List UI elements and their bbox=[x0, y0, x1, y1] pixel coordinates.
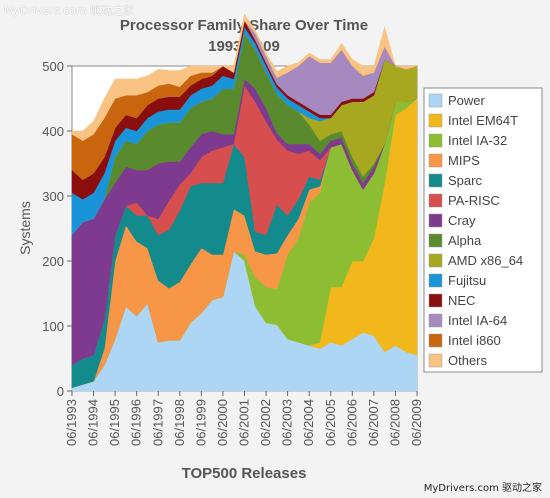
legend-swatch bbox=[428, 313, 443, 328]
legend-swatch bbox=[428, 353, 443, 368]
x-tick-label: 06/1998 bbox=[172, 399, 187, 446]
legend-swatch bbox=[428, 293, 443, 308]
legend-swatch bbox=[428, 333, 443, 348]
legend-label: Alpha bbox=[448, 233, 482, 248]
legend-label: Intel i860 bbox=[448, 333, 501, 348]
x-tick-label: 06/2006 bbox=[344, 399, 359, 446]
x-tick-label: 06/1996 bbox=[129, 399, 144, 446]
legend-swatch bbox=[428, 93, 443, 108]
x-tick-label: 06/2004 bbox=[301, 399, 316, 446]
watermark-bottom: MyDrivers.com 驱动之家 bbox=[423, 483, 542, 494]
x-tick-label: 06/2002 bbox=[258, 399, 273, 446]
y-tick-label: 400 bbox=[42, 124, 64, 139]
legend-swatch bbox=[428, 153, 443, 168]
x-tick-label: 06/2003 bbox=[280, 399, 295, 446]
legend-label: Sparc bbox=[448, 173, 482, 188]
x-tick-label: 06/1994 bbox=[86, 399, 101, 446]
x-tick-label: 06/2000 bbox=[215, 399, 230, 446]
x-tick-label: 06/1995 bbox=[107, 399, 122, 446]
legend-label: NEC bbox=[448, 293, 475, 308]
legend-label: Fujitsu bbox=[448, 273, 486, 288]
legend-label: Power bbox=[448, 93, 486, 108]
x-tick-label: 06/2009 bbox=[409, 399, 424, 446]
legend-box bbox=[423, 87, 543, 373]
x-axis-label: TOP500 Releases bbox=[182, 465, 307, 482]
legend-swatch bbox=[428, 213, 443, 228]
x-tick-label: 06/1993 bbox=[64, 399, 79, 446]
x-tick-label: 06/2007 bbox=[366, 399, 381, 446]
legend-swatch bbox=[428, 273, 443, 288]
x-tick-label: 06/1997 bbox=[150, 399, 165, 446]
legend-label: MIPS bbox=[448, 153, 480, 168]
x-tick-label: 06/2001 bbox=[237, 399, 252, 446]
x-tick-label: 06/2008 bbox=[387, 399, 402, 446]
x-tick-label: 06/2005 bbox=[323, 399, 338, 446]
legend-label: Others bbox=[448, 353, 488, 368]
x-axis: 06/1993 06/1994 06/1995 06/1996 06/1997 06/19… bbox=[64, 391, 424, 446]
y-axis: 0 100 200 300 400 500 bbox=[42, 59, 72, 399]
legend-swatch bbox=[428, 113, 443, 128]
legend-label: Cray bbox=[448, 213, 476, 228]
legend-swatch bbox=[428, 253, 443, 268]
y-tick-label: 100 bbox=[42, 319, 64, 334]
area-others bbox=[71, 13, 418, 142]
watermark-top: MyDrivers.com 驱动之家 bbox=[4, 4, 135, 17]
y-tick-label: 500 bbox=[42, 59, 64, 74]
y-tick-label: 0 bbox=[57, 384, 64, 399]
y-tick-label: 300 bbox=[42, 189, 64, 204]
legend: Power Intel EM64T Intel IA-32 MIPS Sparc PA-R… bbox=[428, 93, 523, 368]
legend-swatch bbox=[428, 233, 443, 248]
legend-swatch bbox=[428, 193, 443, 208]
legend-label: Intel IA-64 bbox=[448, 313, 507, 328]
legend-label: PA-RISC bbox=[448, 193, 500, 208]
legend-label: Intel IA-32 bbox=[448, 133, 507, 148]
legend-label: Intel EM64T bbox=[448, 113, 518, 128]
y-tick-label: 200 bbox=[42, 254, 64, 269]
series-areas bbox=[71, 13, 418, 392]
legend-swatch bbox=[428, 133, 443, 148]
legend-label: AMD x86_64 bbox=[448, 253, 523, 268]
y-axis-label: Systems bbox=[17, 201, 33, 255]
x-tick-label: 06/1999 bbox=[193, 399, 208, 446]
legend-swatch bbox=[428, 173, 443, 188]
